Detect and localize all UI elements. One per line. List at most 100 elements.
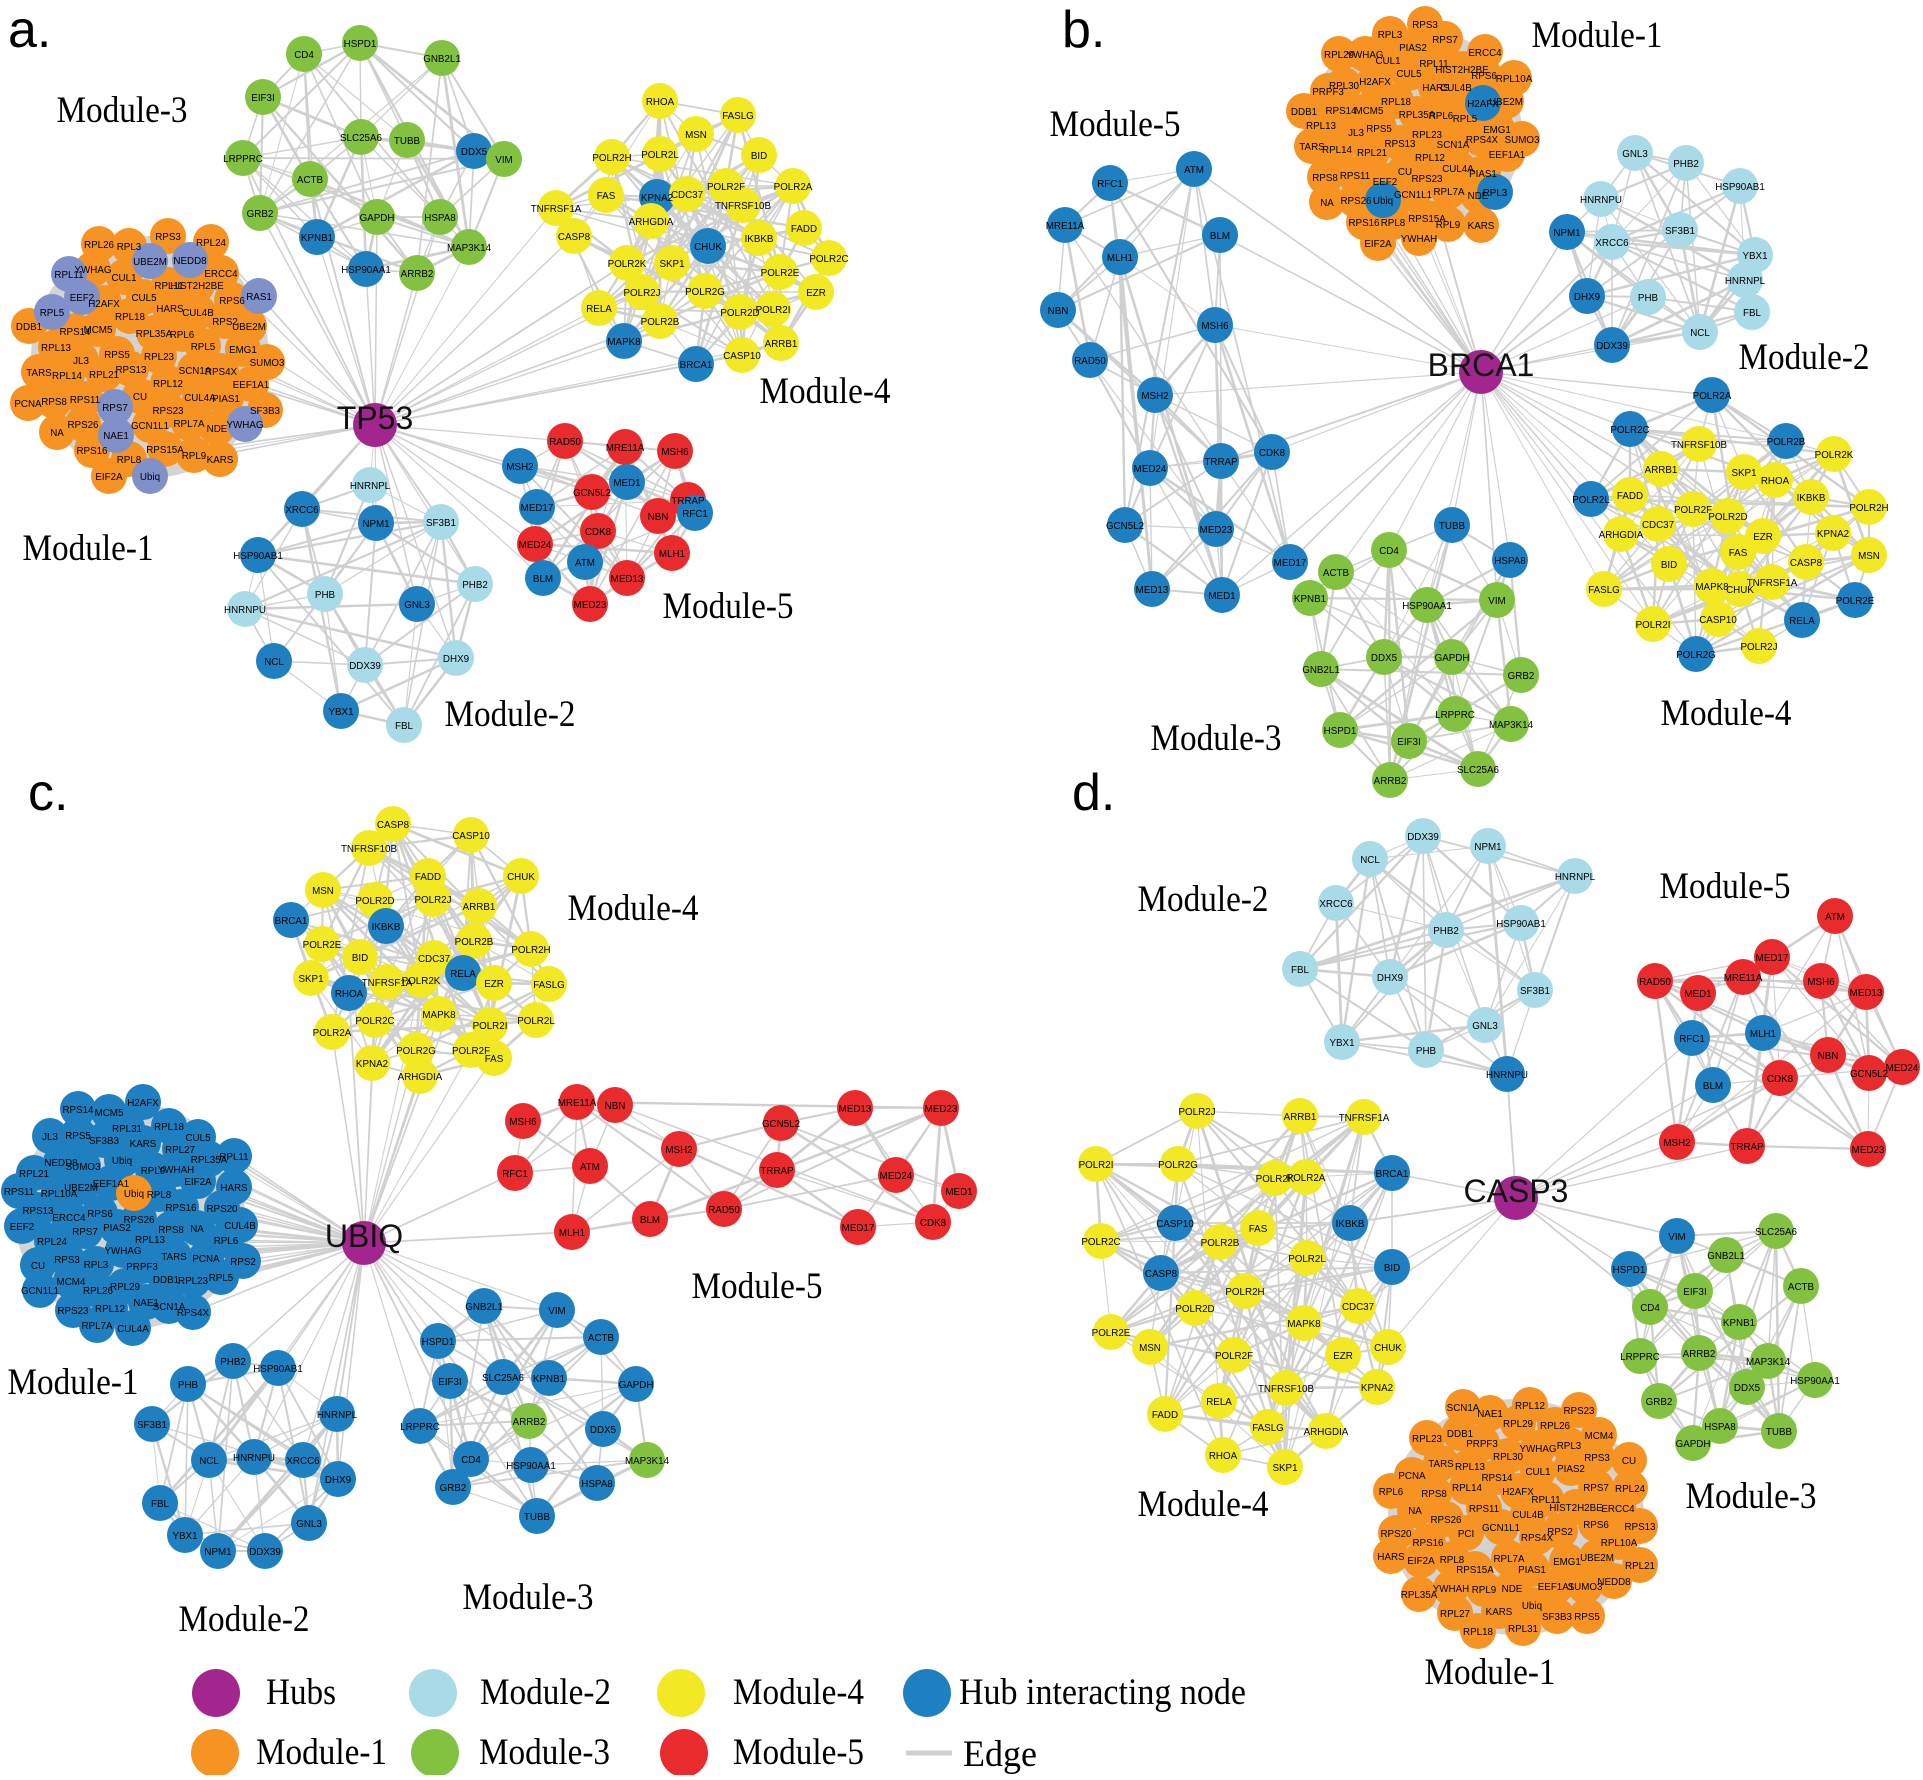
- svg-text:RPL35A: RPL35A: [191, 1155, 228, 1166]
- svg-text:HSP90AA1: HSP90AA1: [1790, 1376, 1840, 1387]
- svg-text:KPNA2: KPNA2: [356, 1059, 388, 1070]
- svg-text:RPL23: RPL23: [144, 352, 175, 363]
- svg-text:RPL21: RPL21: [19, 1169, 49, 1180]
- svg-text:RPL27: RPL27: [1440, 1609, 1470, 1620]
- svg-text:TNFRSF1A: TNFRSF1A: [1339, 1113, 1390, 1124]
- svg-text:RPS7: RPS7: [1583, 1483, 1609, 1494]
- svg-text:DDX39: DDX39: [249, 1547, 281, 1558]
- svg-text:SUMO3: SUMO3: [250, 358, 285, 369]
- svg-text:RPL23: RPL23: [1412, 130, 1443, 141]
- svg-text:Module-4: Module-4: [568, 888, 699, 929]
- svg-text:MAPK8: MAPK8: [1695, 582, 1729, 593]
- svg-text:MSH2: MSH2: [665, 1145, 692, 1156]
- svg-text:HSPA8: HSPA8: [1494, 556, 1526, 567]
- svg-text:NCL: NCL: [199, 1456, 219, 1467]
- svg-text:Module-3: Module-3: [57, 90, 188, 131]
- svg-text:CDC37: CDC37: [671, 190, 703, 201]
- svg-text:HSPD1: HSPD1: [422, 1337, 455, 1348]
- svg-text:ARHGDIA: ARHGDIA: [398, 1072, 443, 1083]
- svg-text:HSP90AA1: HSP90AA1: [1402, 601, 1452, 612]
- svg-text:PHB: PHB: [178, 1380, 199, 1391]
- svg-text:MED24: MED24: [1886, 1063, 1919, 1074]
- svg-text:RPL14: RPL14: [52, 371, 83, 382]
- svg-text:RAD50: RAD50: [708, 1205, 740, 1216]
- svg-text:POLR2A: POLR2A: [774, 182, 813, 193]
- svg-text:ARRB1: ARRB1: [1284, 1112, 1317, 1123]
- svg-text:PCNA: PCNA: [14, 399, 42, 410]
- svg-text:RPL5: RPL5: [191, 342, 216, 353]
- svg-text:RPL31: RPL31: [112, 1124, 142, 1135]
- svg-text:HARS: HARS: [1422, 83, 1450, 94]
- svg-text:LRPPRC: LRPPRC: [223, 154, 263, 165]
- svg-text:POLR2D: POLR2D: [720, 308, 759, 319]
- svg-text:RPL9: RPL9: [182, 451, 207, 462]
- svg-text:MAPK8: MAPK8: [422, 1010, 456, 1021]
- svg-text:POLR2I: POLR2I: [473, 1021, 508, 1032]
- svg-text:ARRB2: ARRB2: [1683, 1349, 1716, 1360]
- svg-text:ACTB: ACTB: [1323, 568, 1350, 579]
- svg-text:VIM: VIM: [495, 155, 512, 166]
- svg-text:GNL3: GNL3: [404, 600, 430, 611]
- svg-text:HNRNPU: HNRNPU: [1580, 195, 1622, 206]
- svg-text:RPS2: RPS2: [212, 317, 238, 328]
- svg-text:BRCA1: BRCA1: [1428, 347, 1535, 383]
- svg-text:SF3B1: SF3B1: [1665, 226, 1695, 237]
- svg-text:RPL21: RPL21: [1625, 1561, 1655, 1572]
- svg-text:MED17: MED17: [1274, 558, 1307, 569]
- svg-text:POLR2E: POLR2E: [1836, 596, 1875, 607]
- svg-text:NAE1: NAE1: [103, 431, 129, 442]
- svg-text:RPL24: RPL24: [1615, 1484, 1646, 1495]
- svg-text:PHB: PHB: [1416, 1046, 1437, 1057]
- svg-text:RPL12: RPL12: [1515, 1401, 1545, 1412]
- svg-text:NEDD8: NEDD8: [44, 1158, 78, 1169]
- svg-text:DDX5: DDX5: [461, 147, 488, 158]
- svg-text:RPS6: RPS6: [219, 296, 245, 307]
- svg-text:RPS7: RPS7: [102, 403, 128, 414]
- svg-text:TUBB: TUBB: [1766, 1427, 1793, 1438]
- svg-text:GRB2: GRB2: [1508, 671, 1535, 682]
- svg-text:TARS: TARS: [1299, 142, 1325, 153]
- svg-text:MSH6: MSH6: [661, 447, 689, 458]
- svg-text:MED1: MED1: [945, 1187, 972, 1198]
- svg-text:RPL26: RPL26: [83, 1286, 114, 1297]
- svg-text:CASP10: CASP10: [1699, 615, 1737, 626]
- svg-text:VIM: VIM: [1668, 1232, 1685, 1243]
- svg-text:ATM: ATM: [1825, 912, 1845, 923]
- svg-text:KPNB1: KPNB1: [301, 233, 333, 244]
- svg-text:CD4: CD4: [1640, 1303, 1660, 1314]
- svg-text:EEF1A1: EEF1A1: [1538, 1582, 1575, 1593]
- svg-text:SF3B3: SF3B3: [250, 406, 281, 417]
- svg-text:BRCA1: BRCA1: [275, 916, 308, 927]
- svg-text:RPS6: RPS6: [1471, 71, 1497, 82]
- svg-text:POLR2D: POLR2D: [355, 896, 394, 907]
- svg-text:MED24: MED24: [519, 540, 552, 551]
- svg-text:UBE2M: UBE2M: [1580, 1553, 1614, 1564]
- svg-text:RPL18: RPL18: [154, 1122, 185, 1133]
- svg-text:POLR2B: POLR2B: [455, 937, 494, 948]
- svg-text:RPS15A: RPS15A: [146, 445, 184, 456]
- svg-text:KARS: KARS: [130, 1139, 157, 1150]
- svg-text:PCNA: PCNA: [192, 1254, 220, 1265]
- svg-text:Ubiq: Ubiq: [124, 1189, 144, 1200]
- svg-text:CUL1: CUL1: [111, 273, 136, 284]
- svg-text:CASP8: CASP8: [1790, 558, 1823, 569]
- svg-text:ACTB: ACTB: [1788, 1282, 1815, 1293]
- svg-text:TRRAP: TRRAP: [1204, 457, 1238, 468]
- svg-text:RPL10A: RPL10A: [41, 1189, 78, 1200]
- svg-text:NBN: NBN: [648, 512, 669, 523]
- svg-text:YBX1: YBX1: [1742, 251, 1767, 262]
- svg-text:BID: BID: [352, 953, 368, 964]
- svg-text:MSH6: MSH6: [1807, 977, 1835, 988]
- svg-text:RAD50: RAD50: [549, 437, 581, 448]
- svg-text:RPS3: RPS3: [54, 1255, 80, 1266]
- svg-text:SCN1A: SCN1A: [153, 1302, 186, 1313]
- svg-text:YWHAH: YWHAH: [1401, 234, 1437, 245]
- svg-text:MLH1: MLH1: [659, 549, 685, 560]
- svg-text:H2AFX: H2AFX: [88, 299, 120, 310]
- svg-text:GNB2L1: GNB2L1: [1707, 1251, 1745, 1262]
- svg-text:POLR2K: POLR2K: [1256, 1174, 1295, 1185]
- svg-text:HSPD1: HSPD1: [1324, 726, 1357, 737]
- svg-text:MED17: MED17: [1756, 953, 1789, 964]
- svg-text:FAS: FAS: [1249, 1224, 1268, 1235]
- svg-text:HIST2H2BE: HIST2H2BE: [170, 281, 224, 292]
